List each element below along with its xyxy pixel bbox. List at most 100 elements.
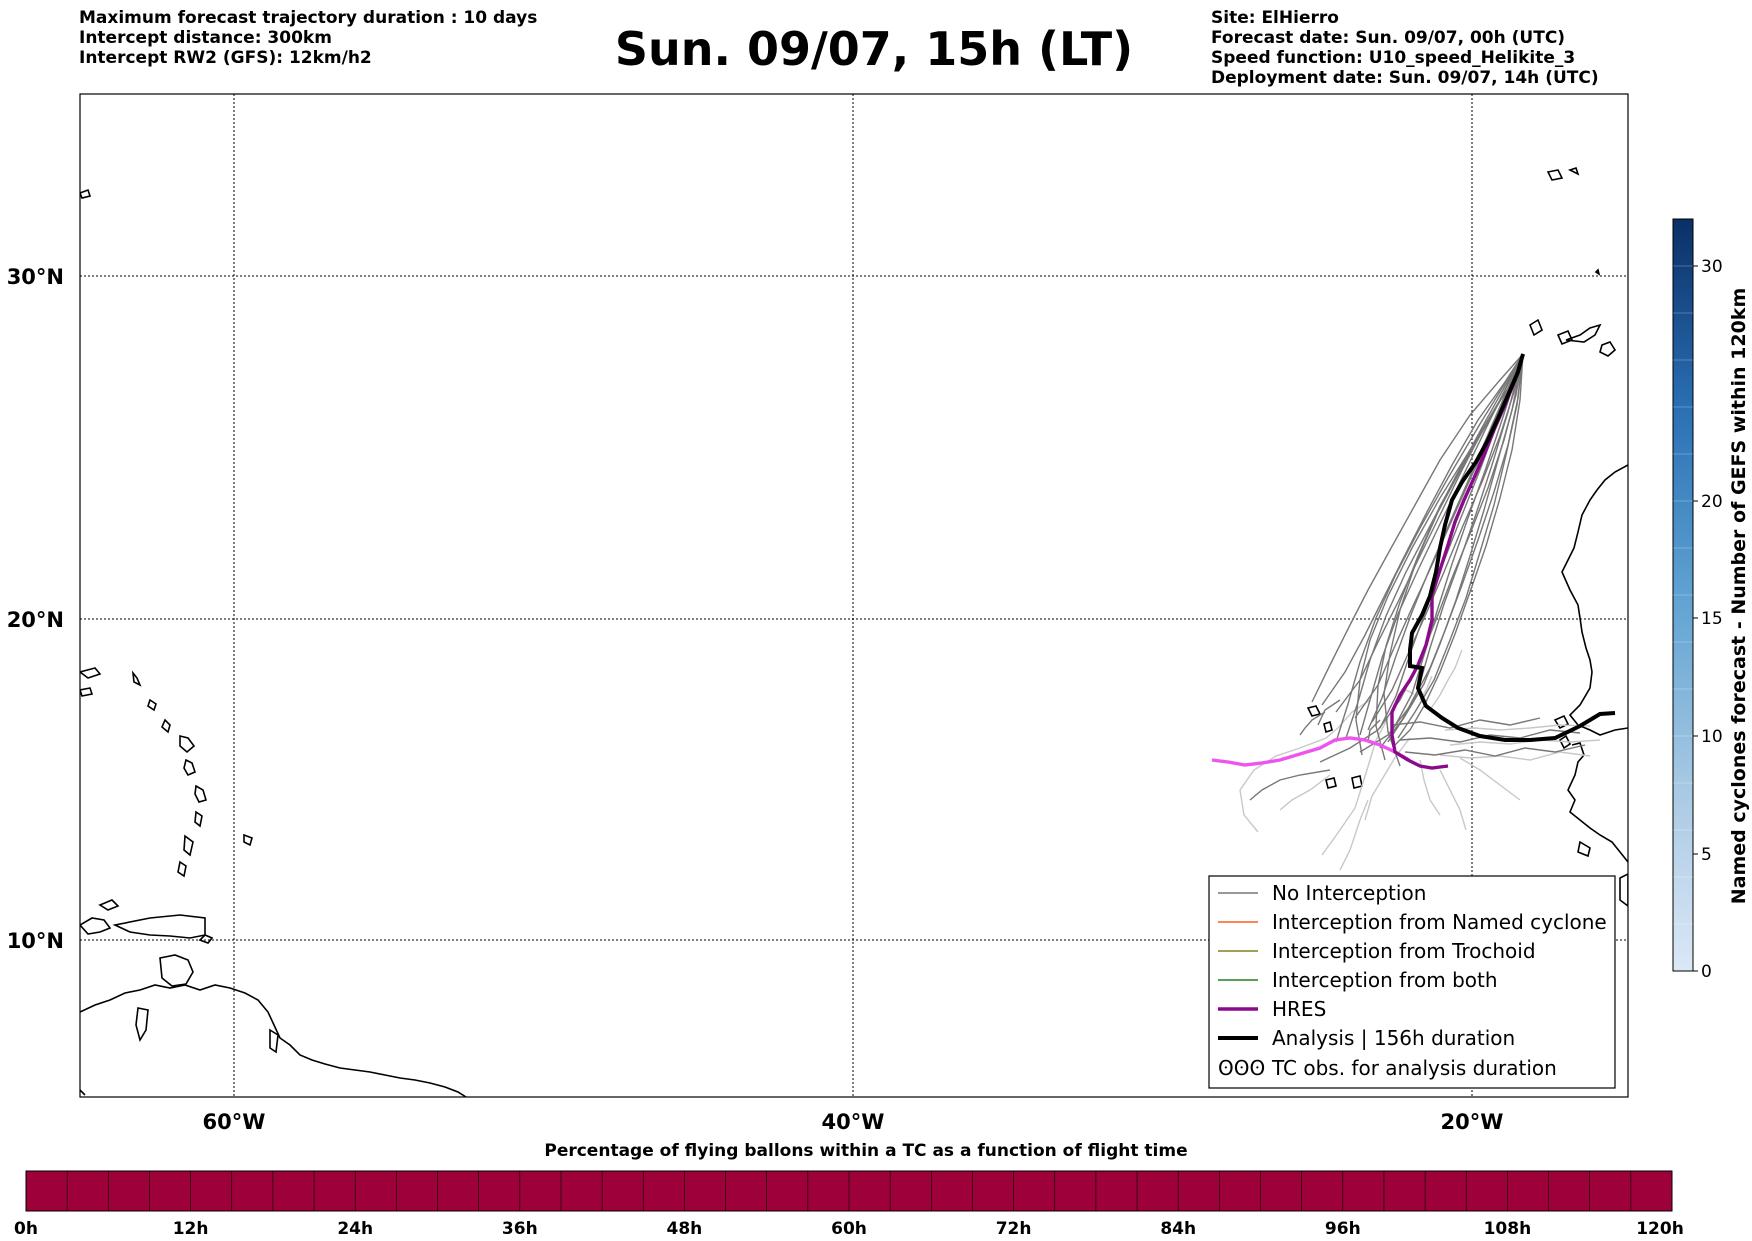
- analysis-track: [1408, 353, 1616, 742]
- ensemble-track: [1379, 353, 1524, 749]
- ensemble-track: [1397, 353, 1524, 739]
- light-track: [1279, 774, 1331, 811]
- antilles-2: [80, 687, 94, 697]
- colorbar-tick-20: 20: [1701, 492, 1723, 512]
- bar-tick-12h: 12h: [173, 1219, 209, 1239]
- ensemble-track: [1383, 353, 1524, 767]
- ensemble-trajectories: [1249, 353, 1586, 801]
- legend-label-named-cyclone: Interception from Named cyclone: [1272, 910, 1607, 934]
- max-duration-text: Maximum forecast trajectory duration : 1…: [79, 8, 538, 28]
- legend-label-analysis: Analysis | 156h duration: [1272, 1026, 1515, 1050]
- cape-verde-island-5: [1325, 777, 1337, 789]
- selvagens-island: [1594, 268, 1601, 276]
- bar-tick-84h: 84h: [1160, 1219, 1196, 1239]
- antilles-10: [183, 834, 194, 857]
- bar-tick-0h: 0h: [14, 1219, 38, 1239]
- madeira-island-2: [1567, 166, 1580, 176]
- lat-label-20: 20°N: [7, 608, 64, 632]
- legend-label-hres: HRES: [1272, 997, 1326, 1021]
- light-track: [1419, 759, 1441, 816]
- lon-label-40: 40°W: [822, 1110, 885, 1134]
- lon-label-20: 20°W: [1441, 1110, 1504, 1134]
- antilles-8: [194, 784, 207, 803]
- coast-fragment: [80, 1089, 86, 1096]
- colorbar-tick-5: 5: [1701, 845, 1712, 865]
- header-right-info: Site: ElHierro Forecast date: Sun. 09/07…: [1211, 8, 1599, 88]
- guinea-coast: [1567, 742, 1628, 863]
- pink-track: [1211, 736, 1410, 767]
- south-america-coast: [80, 984, 467, 1097]
- light-track: [1364, 737, 1411, 821]
- bar-tick-24h: 24h: [337, 1219, 373, 1239]
- bar-tick-72h: 72h: [996, 1219, 1032, 1239]
- antilles-1: [80, 667, 102, 679]
- madeira-island-1: [1546, 169, 1564, 181]
- bar-tick-48h: 48h: [667, 1219, 703, 1239]
- colorbar-label: Named cyclones forecast - Number of GEFS…: [1728, 288, 1750, 905]
- flight-time-bar: Percentage of flying ballons within a TC…: [14, 1141, 1684, 1239]
- ensemble-track: [1404, 744, 1586, 757]
- colorbar-tick-15: 15: [1701, 609, 1723, 629]
- legend-label-both: Interception from both: [1272, 968, 1498, 992]
- antilles-6: [179, 734, 196, 754]
- legend-label-tc-obs: TC obs. for analysis duration: [1271, 1056, 1557, 1080]
- light-track: [1239, 699, 1371, 833]
- intercept-rw2-text: Intercept RW2 (GFS): 12km/h2: [79, 48, 372, 68]
- legend-box: [1208, 875, 1616, 1089]
- barbados-island: [243, 833, 253, 847]
- light-tracks: [1239, 649, 1601, 871]
- light-track: [1439, 769, 1467, 831]
- flight-time-bar-ticks: [66, 1171, 1632, 1211]
- flight-time-bar-title: Percentage of flying ballons within a TC…: [544, 1141, 1187, 1161]
- bar-tick-60h: 60h: [831, 1219, 867, 1239]
- ensemble-track: [1321, 353, 1524, 706]
- antilles-7: [183, 758, 196, 777]
- ensemble-track: [1394, 353, 1524, 746]
- cape-verde-island-4: [1323, 720, 1333, 734]
- colorbar-tick-0: 0: [1701, 962, 1712, 982]
- lat-label-10: 10°N: [7, 929, 64, 953]
- bar-tick-108h: 108h: [1484, 1219, 1532, 1239]
- bar-tick-96h: 96h: [1325, 1219, 1361, 1239]
- ensemble-track: [1391, 717, 1541, 729]
- ensemble-track: [1299, 711, 1326, 736]
- antilles-9: [194, 810, 203, 828]
- colorbar-tick-30: 30: [1701, 257, 1723, 277]
- light-track: [1439, 751, 1591, 761]
- hres-track: [1390, 353, 1525, 770]
- ensemble-track: [1387, 353, 1524, 743]
- antilles-11: [177, 860, 187, 878]
- bar-tick-120h: 120h: [1636, 1219, 1684, 1239]
- bermuda-island: [80, 188, 92, 199]
- ensemble-track: [1399, 729, 1581, 743]
- deployment-date-text: Deployment date: Sun. 09/07, 14h (UTC): [1211, 68, 1599, 88]
- canary-island-4: [1599, 341, 1617, 357]
- ensemble-track: [1367, 719, 1381, 743]
- trinidad-island: [159, 954, 194, 987]
- site-text: Site: ElHierro: [1211, 8, 1339, 28]
- antilles-4: [147, 698, 157, 712]
- canary-island-1: [1529, 318, 1543, 337]
- light-track: [1321, 717, 1389, 856]
- header-left-info: Maximum forecast trajectory duration : 1…: [79, 8, 537, 68]
- venezuela-coast: [112, 914, 206, 939]
- bar-tick-36h: 36h: [502, 1219, 538, 1239]
- light-track: [1429, 649, 1463, 711]
- ensemble-track: [1335, 353, 1524, 743]
- ensemble-track: [1359, 353, 1524, 736]
- light-track: [1459, 757, 1521, 801]
- cape-verde-island-3: [1306, 705, 1322, 717]
- intercept-distance-text: Intercept distance: 300km: [79, 28, 332, 48]
- named-cyclones-colorbar: 0 5 10 15 20 30 Named cyclones forecast …: [1672, 218, 1750, 982]
- forecast-date-text: Forecast date: Sun. 09/07, 00h (UTC): [1211, 28, 1566, 48]
- ensemble-track: [1311, 353, 1524, 703]
- speed-function-text: Speed function: U10_speed_Helikite_3: [1211, 48, 1576, 68]
- antilles-3: [131, 670, 142, 687]
- page-title: Sun. 09/07, 15h (LT): [0, 22, 1752, 76]
- ensemble-track: [1317, 699, 1341, 726]
- title-text: Sun. 09/07, 15h (LT): [614, 22, 1134, 76]
- sierra-leone-coast: [1619, 873, 1628, 907]
- cape-verde-island-2: [1558, 734, 1572, 750]
- light-track: [1339, 799, 1369, 871]
